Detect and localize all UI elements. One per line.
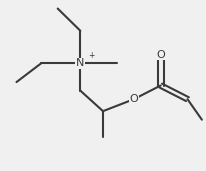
Text: N: N [76,58,84,68]
Text: +: + [88,51,94,60]
Text: O: O [130,94,138,104]
Text: O: O [156,50,165,60]
